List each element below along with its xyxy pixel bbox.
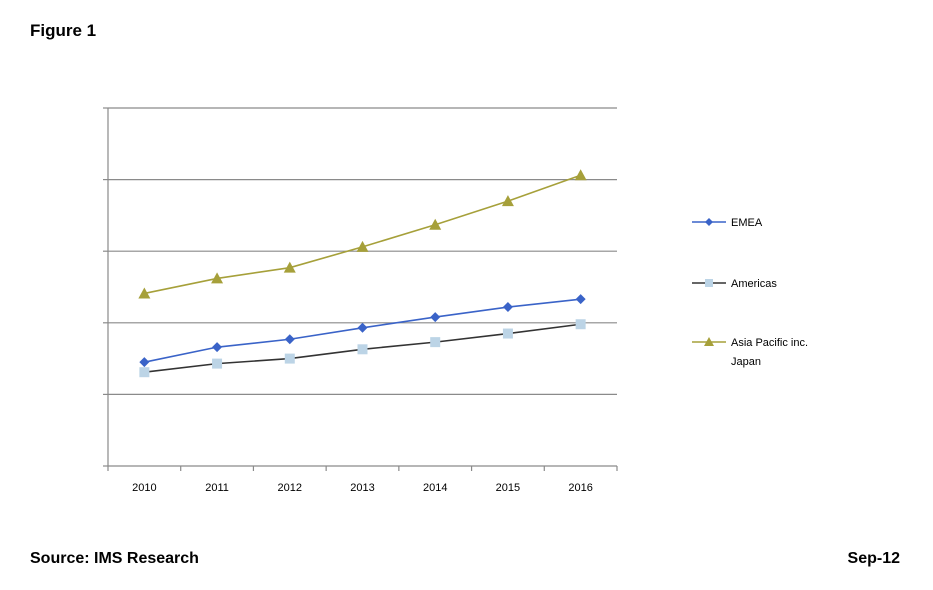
data-point-emea: [575, 294, 586, 305]
data-point-asia-pacific-inc-japan: [356, 240, 369, 252]
data-point-asia-pacific-inc-japan: [283, 261, 296, 273]
data-point-americas: [284, 353, 295, 364]
series-group: [138, 169, 587, 378]
legend-label: EMEA: [731, 217, 763, 229]
legend-item-asia-pacific-inc-japan: Asia Pacific inc. Japan: [692, 337, 808, 368]
legend-label: Americas: [731, 278, 777, 290]
data-point-asia-pacific-inc-japan: [138, 287, 151, 299]
x-tick-label: 2016: [568, 482, 592, 494]
data-point-americas: [139, 367, 150, 378]
legend-label: Japan: [731, 356, 761, 368]
data-point-asia-pacific-inc-japan: [429, 218, 442, 230]
legend-item-emea: EMEA: [692, 217, 763, 229]
data-point-emea: [357, 322, 368, 333]
data-point-emea: [139, 357, 150, 368]
series-line-asia-pacific-inc-japan: [144, 174, 581, 295]
data-point-emea: [430, 312, 441, 323]
series-emea: [139, 294, 586, 368]
data-point-emea: [502, 302, 513, 313]
axes: 2010 2011 2012 2013 2014 2015 2016: [103, 107, 618, 494]
source-note: Source: IMS Research: [30, 550, 199, 567]
x-tick-label: 2015: [496, 482, 520, 494]
x-tick-label: 2011: [205, 482, 229, 494]
legend-swatch-marker: [705, 279, 713, 287]
legend-swatch-marker: [704, 337, 714, 346]
data-point-americas: [430, 337, 441, 348]
x-tick-label: 2014: [423, 482, 447, 494]
data-point-asia-pacific-inc-japan: [211, 272, 224, 284]
data-point-americas: [502, 328, 513, 339]
legend-item-americas: Americas: [692, 278, 777, 290]
legend-swatch-marker: [705, 218, 713, 226]
data-point-americas: [212, 358, 223, 369]
data-point-americas: [357, 344, 368, 355]
legend: EMEA Americas Asia Pacific inc. Japan: [692, 217, 808, 368]
data-point-emea: [212, 342, 223, 353]
x-tick-label: 2013: [350, 482, 374, 494]
series-americas: [139, 319, 586, 378]
series-asia-pacific-inc-japan: [138, 169, 587, 299]
x-tick-label: 2012: [278, 482, 302, 494]
data-point-americas: [575, 319, 586, 330]
data-point-emea: [284, 334, 295, 345]
data-point-asia-pacific-inc-japan: [501, 195, 514, 207]
date-note: Sep-12: [847, 550, 900, 567]
x-tick-label: 2010: [132, 482, 156, 494]
legend-label: Asia Pacific inc.: [731, 337, 808, 349]
data-point-asia-pacific-inc-japan: [574, 169, 587, 181]
figure-title: Figure 1: [30, 21, 97, 40]
